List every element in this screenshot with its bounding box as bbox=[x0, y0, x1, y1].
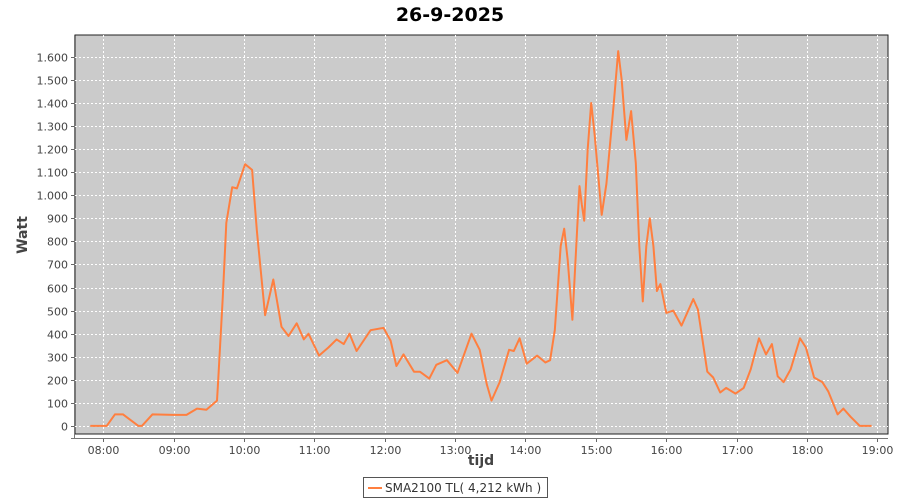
x-tick-label: 17:00 bbox=[722, 444, 754, 457]
x-tick-label: 12:00 bbox=[370, 444, 402, 457]
series-lines bbox=[90, 50, 872, 427]
chart-title: 26-9-2025 bbox=[396, 4, 504, 26]
y-tick-label: 500 bbox=[47, 306, 68, 319]
x-tick-label: 14:00 bbox=[510, 444, 542, 457]
legend-label: SMA2100 TL( 4,212 kWh ) bbox=[385, 480, 542, 495]
y-axis-label: Watt bbox=[15, 216, 31, 254]
x-tick-label: 18:00 bbox=[792, 444, 824, 457]
grid bbox=[75, 35, 888, 434]
x-axis-label: tijd bbox=[468, 453, 494, 469]
x-tick-label: 08:00 bbox=[88, 444, 120, 457]
plot-area bbox=[74, 34, 889, 435]
y-tick-label: 1.200 bbox=[37, 144, 69, 157]
x-tick-label: 15:00 bbox=[581, 444, 613, 457]
y-axis: 0 100 200 300 400 500 600 700 800 900 1.000 1.100 1.… bbox=[37, 35, 75, 438]
y-tick-label: 300 bbox=[47, 352, 68, 365]
y-tick-label: 1.100 bbox=[37, 167, 69, 180]
y-tick-label: 1.300 bbox=[37, 121, 69, 134]
x-tick-label: 10:00 bbox=[229, 444, 261, 457]
y-tick-label: 1.600 bbox=[37, 52, 69, 65]
x-tick-label: 16:00 bbox=[651, 444, 683, 457]
y-tick-label: 900 bbox=[47, 213, 68, 226]
x-axis: 08:00 09:00 10:00 11:00 12:00 13:00 14:00 15:00… bbox=[71, 438, 893, 457]
y-tick-label: 1.500 bbox=[37, 75, 69, 88]
y-tick-label: 200 bbox=[47, 375, 68, 388]
y-tick-label: 100 bbox=[47, 398, 68, 411]
y-tick-label: 1.400 bbox=[37, 98, 69, 111]
y-tick-label: 800 bbox=[47, 236, 68, 249]
y-tick-label: 600 bbox=[47, 283, 68, 296]
legend: SMA2100 TL( 4,212 kWh ) bbox=[363, 477, 549, 498]
x-tick-label: 11:00 bbox=[299, 444, 331, 457]
y-tick-label: 700 bbox=[47, 259, 68, 272]
x-tick-label: 13:00 bbox=[440, 444, 472, 457]
y-tick-label: 1.000 bbox=[37, 190, 69, 203]
y-tick-label: 0 bbox=[61, 421, 68, 434]
x-tick-label: 09:00 bbox=[159, 444, 191, 457]
legend-swatch bbox=[368, 486, 382, 489]
y-tick-label: 400 bbox=[47, 329, 68, 342]
x-tick-label: 19:00 bbox=[862, 444, 894, 457]
series-line bbox=[90, 50, 872, 427]
